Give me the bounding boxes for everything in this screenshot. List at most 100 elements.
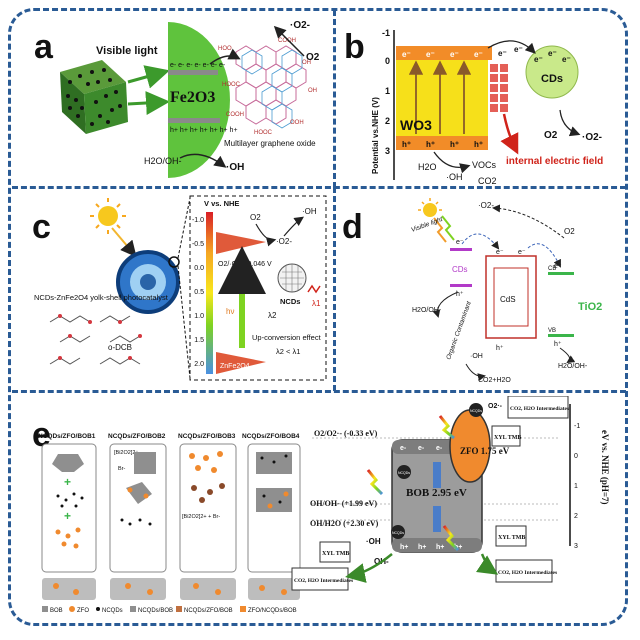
svg-text:-1.0: -1.0: [192, 217, 204, 224]
svg-text:e⁻: e⁻: [548, 49, 557, 58]
b-superoxide-label: ·O2-: [582, 132, 602, 143]
e-legend: BOB ZFO NCQDs NCQDs/BOB NCQDs/ZFO/BOB ZF…: [42, 606, 297, 614]
svg-text:+: +: [64, 475, 71, 489]
interface-lattice: [490, 64, 508, 112]
e-light-ray-2: [442, 525, 460, 552]
panel-c-diagram: NCDs-ZnFe2O4 yolk-shell photocatalyst o-…: [34, 195, 327, 381]
redox-o2: O2/O2·- (-0.33 eV): [314, 429, 378, 438]
divider-col-top: [333, 10, 336, 188]
graphene-oxide-sheet-2: [241, 49, 303, 129]
znfe-label: ZnFe2O4: [220, 363, 250, 370]
svg-text:e⁻: e⁻: [534, 55, 543, 64]
svg-text:h⁺: h⁺: [450, 140, 459, 149]
svg-text:0: 0: [385, 56, 390, 66]
column-title-3: NCQDs/ZFO/BOB3: [178, 433, 236, 440]
panel-d-diagram: Visible light ·O2- O2 CDs CdS CB VB TiO2…: [410, 198, 602, 384]
svg-text:HOOC: HOOC: [222, 82, 241, 88]
yolk-inner: [140, 274, 156, 290]
svg-text:e⁻: e⁻: [450, 50, 459, 59]
products-box-top: [507, 396, 569, 419]
c-axis-title: V vs. NHE: [204, 199, 239, 208]
svg-text:e-: e-: [400, 445, 407, 452]
redox-oh-1: OH/OH- (+1.99 eV): [310, 499, 377, 508]
svg-text:e⁻: e⁻: [426, 50, 435, 59]
molecule-structures: [49, 315, 141, 365]
ncqds-label-2: NCQDs: [470, 409, 482, 413]
svg-text:1: 1: [574, 483, 578, 490]
electric-field-label: internal electric field: [506, 156, 603, 167]
svg-text:1: 1: [385, 86, 390, 96]
panel-b-diagram: Potential vs.NHE (V) -1 0 1 2 3 e⁻ e⁻ e⁻ e⁻…: [371, 28, 603, 184]
bob-label: BOB 2.95 eV: [406, 487, 467, 499]
d-cds-cb: [450, 248, 472, 251]
panel-c-label: c: [32, 208, 51, 246]
svg-text:e⁻: e⁻: [456, 239, 464, 246]
svg-text:NCQDs/BOB: NCQDs/BOB: [138, 608, 173, 614]
particle-label: NCDs-ZnFe2O4 yolk-shell photocatalyst: [34, 293, 169, 302]
products-left: CO2, H2O Intermediates: [294, 578, 353, 584]
ncds-lattice: [280, 264, 304, 292]
zoom-marker: [168, 256, 180, 268]
visible-light-label: Visible light: [96, 45, 158, 57]
svg-text:e-: e-: [418, 445, 425, 452]
wo3-valence-band: [396, 136, 488, 150]
e-oxidation-arrow-right: [475, 553, 499, 575]
panel-d-label: d: [342, 208, 363, 246]
d-water-right: H2O/OH-: [558, 363, 588, 370]
svg-text:2: 2: [574, 513, 578, 520]
valence-band: [168, 118, 220, 123]
water-label: H2O/OH-: [144, 156, 182, 166]
svg-text:e⁻: e⁻: [498, 49, 507, 58]
zfo-label: ZFO 1.75 eV: [460, 446, 510, 456]
wo3-electrons: e⁻ e⁻ e⁻ e⁻: [402, 50, 483, 59]
intermediate-combined: [Bi2O2]2+ + Br-: [182, 514, 220, 520]
svg-text:-1: -1: [382, 28, 390, 38]
c-valence-band: [216, 352, 266, 374]
d-degradation-arrow: [465, 363, 486, 382]
cds-electrons: e⁻ e⁻ e⁻ e⁻ e⁻: [498, 45, 571, 64]
d-electron-path: [461, 233, 500, 250]
c-hydroxyl-label: ·OH: [302, 207, 317, 216]
c-superoxide-label: ·O2-: [276, 237, 292, 246]
light-arrow-2: [127, 91, 170, 115]
xyl-box-right: [495, 525, 527, 547]
svg-text:h⁺: h⁺: [474, 140, 483, 149]
svg-text:e⁻: e⁻: [402, 50, 411, 59]
wo3-label: WO3: [400, 117, 432, 133]
svg-text:HOOC: HOOC: [254, 130, 273, 136]
b-o2-label: O2: [544, 130, 558, 141]
potential-spectrum-bar: [206, 212, 213, 374]
svg-text:e⁻: e⁻: [514, 45, 523, 54]
electron-transfer-curve: [487, 40, 536, 54]
column-title-1: NCQDs/ZFO/BOB1: [38, 433, 96, 440]
inset-link-top: [177, 197, 191, 259]
svg-text:OH: OH: [302, 60, 311, 66]
cds-label: CDs: [541, 73, 563, 85]
xyl-left: XYL TMB: [322, 551, 349, 557]
svg-text:2: 2: [385, 116, 390, 126]
lambda1-label: λ1: [312, 299, 321, 308]
svg-text:BOB: BOB: [50, 608, 63, 614]
column-title-2: NCQDs/ZFO/BOB2: [108, 433, 166, 440]
water-oxidation-arrow: [179, 153, 227, 168]
svg-text:h+: h+: [400, 544, 408, 551]
intermediate-bi2o2: [Bi2O2]2+: [114, 450, 139, 456]
svg-text:ZFO: ZFO: [77, 608, 89, 614]
tio2-label: TiO2: [578, 301, 602, 313]
svg-text:0.5: 0.5: [194, 289, 204, 296]
svg-text:h+: h+: [436, 544, 444, 551]
svg-text:1.0: 1.0: [194, 313, 204, 320]
o2-reduction-arrow: [273, 25, 305, 57]
svg-text:3: 3: [385, 146, 390, 156]
conduction-band: [168, 70, 218, 75]
energy-diagram: O2/O2·- (-0.33 eV) OH/OH- (+1.99 eV) OH/…: [291, 396, 610, 591]
c-o2-label: O2: [250, 213, 261, 222]
svg-text:e⁻: e⁻: [518, 249, 526, 256]
panel-a-diagram: Visible light e- e- e- e- e- e- e- h+ h+…: [60, 20, 320, 178]
svg-text:NCQDs: NCQDs: [102, 608, 123, 614]
d-o2-label: O2: [564, 227, 575, 236]
svg-text:h⁺: h⁺: [496, 345, 504, 352]
svg-text:0: 0: [574, 453, 578, 460]
svg-text:1.5: 1.5: [194, 337, 204, 344]
cds-inner: [493, 267, 529, 327]
